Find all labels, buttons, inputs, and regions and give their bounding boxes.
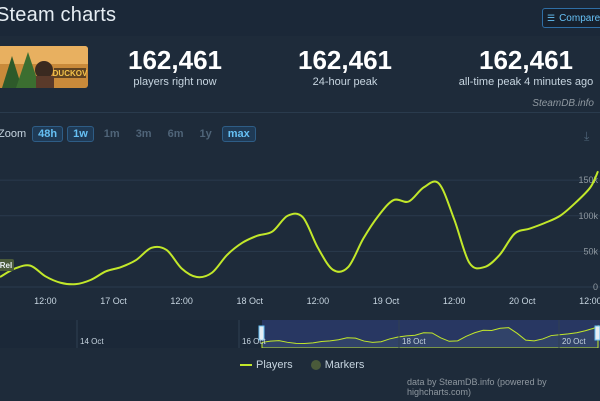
compare-button[interactable]: ☰ Compare (542, 8, 600, 28)
zoom-1w-button[interactable]: 1w (67, 126, 94, 142)
navigator-chart[interactable]: 14 Oct 16 Oct 18 Oct 20 Oct (0, 320, 600, 348)
stat-label: all-time peak 4 minutes ago (458, 76, 594, 88)
legend-players-label: Players (256, 359, 293, 371)
stats-strip: DUCKOV 162,461 players right now 162,461… (0, 36, 600, 112)
markers-dot-swatch (310, 360, 321, 371)
chart-grid (0, 179, 600, 288)
stat-value: 162,461 (479, 45, 573, 75)
zoom-label: Zoom (0, 128, 27, 140)
download-icon[interactable]: ⤓ (584, 129, 590, 143)
stat-value: 162,461 (128, 45, 222, 75)
release-marker-label: Rel (0, 261, 12, 270)
x-tick-label: 12:00 (443, 296, 466, 306)
release-marker-badge (0, 259, 14, 271)
navigator-label: 16 Oct (242, 337, 266, 346)
y-tick-label: 50k (583, 246, 598, 256)
legend-markers-label: Markers (324, 359, 365, 371)
stat-all-time-peak: 162,461 all-time peak 4 minutes ago (446, 46, 600, 88)
x-axis-labels: 12:00 17 Oct 12:00 18 Oct 12:00 19 Oct 12:00 20… (34, 296, 600, 306)
zoom-6m-button[interactable]: 6m (167, 128, 184, 140)
zoom-48h-button[interactable]: 48h (32, 126, 64, 142)
game-thumbnail[interactable]: DUCKOV (0, 46, 88, 88)
y-tick-label: 100k (578, 211, 598, 221)
x-tick-label: 19 Oct (373, 296, 400, 306)
steamdb-credit[interactable]: SteamDB.info (532, 98, 594, 109)
navigator-handle-left[interactable] (258, 325, 265, 341)
bars-icon: ☰ (547, 13, 556, 23)
x-tick-label: 12:00 (170, 296, 193, 306)
stat-value: 162,461 (298, 45, 392, 75)
zoom-1m-button[interactable]: 1m (103, 128, 120, 140)
y-axis-labels: 0 50k 100k 150k (578, 175, 598, 292)
game-logo-text: DUCKOV (53, 69, 88, 78)
navigator-labels: 14 Oct 16 Oct 18 Oct 20 Oct (76, 320, 586, 348)
zoom-3m-button[interactable]: 3m (135, 128, 152, 140)
navigator-label: 14 Oct (80, 337, 104, 346)
y-tick-label: 0 (593, 282, 598, 292)
stat-players-now: 162,461 players right now (120, 46, 230, 88)
zoom-1y-button[interactable]: 1y (199, 128, 212, 140)
legend-markers[interactable]: Markers (310, 359, 365, 371)
navigator-handle-right[interactable] (594, 325, 600, 341)
players-series-line (0, 170, 599, 286)
x-tick-label: 12:00 (307, 296, 330, 306)
game-art-image: DUCKOV (0, 46, 88, 88)
navigator-label: 20 Oct (562, 337, 586, 346)
zoom-controls: Zoom 48h 1w 1m 3m 6m 1y max (0, 126, 256, 142)
highcharts-credit[interactable]: data by SteamDB.info (powered by highcha… (407, 377, 547, 397)
chart-legend: Players Markers (240, 359, 364, 371)
players-line-swatch (240, 364, 252, 367)
x-tick-label: 17 Oct (100, 296, 127, 306)
stat-label: 24-hour peak (312, 76, 378, 88)
legend-players[interactable]: Players (240, 359, 293, 371)
compare-label: Compare (559, 13, 600, 24)
navigator-series (261, 324, 599, 348)
zoom-max-button[interactable]: max (221, 126, 256, 142)
navigator-label: 18 Oct (402, 337, 426, 346)
stat-24h-peak: 162,461 24-hour peak (290, 46, 400, 88)
x-tick-label: 12:00 (34, 296, 57, 306)
x-tick-label: 20 Oct (509, 296, 536, 306)
stat-label: players right now (133, 76, 217, 88)
x-tick-label: 18 Oct (237, 296, 264, 306)
header-bar: Steam charts ☰ Compare (0, 0, 600, 36)
release-marker[interactable]: Rel (0, 259, 14, 271)
x-tick-label: 12:00 (579, 296, 600, 306)
chart-panel: Zoom 48h 1w 1m 3m 6m 1y max ⤓ 0 50k 100k 15… (0, 112, 600, 401)
page-title: Steam charts (0, 4, 117, 26)
y-tick-label: 150k (578, 175, 598, 185)
